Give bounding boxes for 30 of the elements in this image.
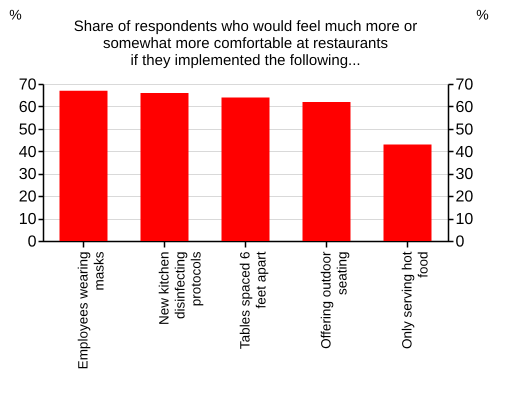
y-tick-label: 40 xyxy=(18,144,37,161)
bar xyxy=(60,90,108,241)
y2-tick-label: 50 xyxy=(456,121,474,138)
y-tick-label: 0 xyxy=(28,234,37,250)
y2-tick-label: 0 xyxy=(456,234,464,250)
y2-axis-title: % xyxy=(476,6,489,22)
x-tick-label: Only serving hot food xyxy=(400,251,430,350)
x-tick-label: Employees wearing masks xyxy=(76,251,106,370)
y2-tick-label: 20 xyxy=(456,188,474,206)
y-tick-label: 50 xyxy=(18,121,37,138)
text: Share of respondents who would feel much more or xyxy=(74,18,418,35)
y2-tick-label: 10 xyxy=(456,211,474,228)
x-tick-label: Offering outdoor seating xyxy=(318,251,350,349)
bar xyxy=(222,97,270,241)
y-tick-label: 10 xyxy=(18,211,37,228)
y-axis-title: % xyxy=(9,6,22,22)
y2-tick-label: 40 xyxy=(456,144,474,161)
x-tick-label: New kitchen disinfecting protocols xyxy=(156,251,204,326)
y-tick-label: 60 xyxy=(18,98,37,116)
y-tick-label: 30 xyxy=(18,166,37,184)
y2-tick-label: 70 xyxy=(456,76,474,94)
bar xyxy=(384,144,432,241)
bar xyxy=(140,92,188,241)
text: somewhat more comfortable at restaurants xyxy=(102,35,388,52)
bar xyxy=(302,102,350,241)
y-tick-label: 70 xyxy=(18,76,37,94)
y2-tick-label: 30 xyxy=(456,166,474,184)
text: if they implemented the following... xyxy=(130,52,361,69)
y2-tick-label: 60 xyxy=(456,98,474,116)
y-tick-label: 20 xyxy=(18,188,37,206)
